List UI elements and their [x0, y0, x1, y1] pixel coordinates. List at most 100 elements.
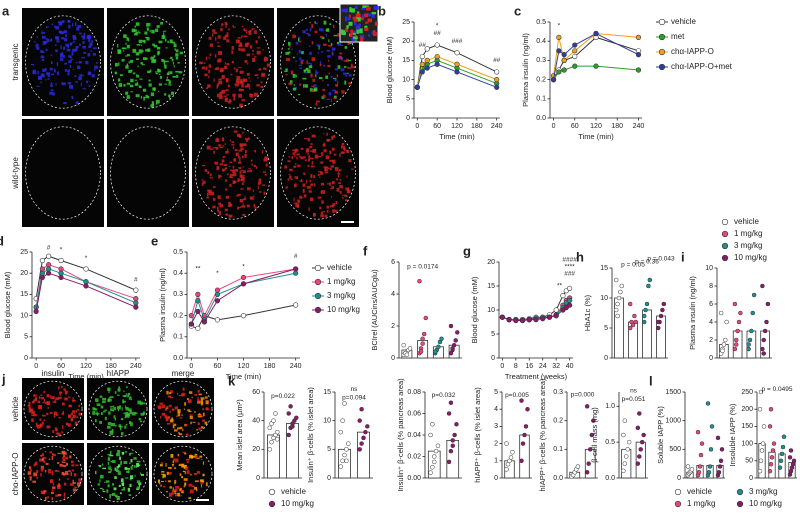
speckle	[173, 64, 175, 68]
speckle	[155, 99, 160, 104]
speckle	[344, 46, 348, 49]
data-dot	[452, 432, 457, 438]
y-tick-label: 50	[745, 458, 753, 465]
x-tick-label: 180	[264, 363, 276, 370]
speckle	[72, 410, 75, 413]
speckle	[242, 170, 246, 173]
speckle	[55, 83, 57, 86]
data-dot	[723, 337, 728, 343]
data-point	[513, 317, 519, 324]
speckle	[94, 419, 97, 423]
speckle	[296, 53, 298, 55]
speckle	[123, 461, 128, 465]
data-dot	[436, 344, 441, 350]
speckle	[311, 161, 314, 165]
speckle	[52, 430, 55, 433]
data-dot	[788, 448, 794, 453]
data-dot	[615, 301, 620, 307]
data-dot	[718, 458, 724, 464]
speckle	[38, 76, 42, 80]
speckle	[31, 410, 35, 415]
data-point	[214, 291, 221, 298]
speckle	[116, 496, 120, 498]
annotation: p=0.000	[571, 392, 595, 399]
data-dot	[453, 338, 458, 343]
speckle	[56, 485, 61, 489]
speckle	[238, 67, 242, 69]
speckle	[72, 68, 75, 70]
x-tick-label: 180	[611, 123, 623, 130]
speckle	[158, 73, 161, 75]
y-tick-label: 5	[406, 96, 410, 103]
data-point	[550, 76, 557, 83]
speckle	[204, 421, 208, 425]
speckle	[249, 93, 253, 95]
speckle	[141, 402, 146, 405]
speckle	[178, 432, 180, 434]
speckle	[258, 191, 262, 193]
speckle	[43, 460, 46, 464]
speckle	[212, 197, 216, 201]
speckle	[117, 43, 119, 48]
speckle	[347, 17, 351, 21]
speckle	[241, 174, 245, 178]
speckle	[288, 41, 291, 46]
speckle	[197, 414, 202, 417]
data-dot	[757, 406, 763, 412]
speckle	[118, 62, 120, 66]
speckle	[325, 166, 329, 169]
speckle	[165, 47, 168, 49]
speckle	[79, 74, 83, 77]
data-dot	[749, 328, 754, 334]
speckle	[43, 419, 46, 422]
speckle	[168, 84, 172, 86]
speckle	[338, 169, 342, 172]
panel-letter: l	[649, 373, 653, 388]
speckle	[309, 146, 313, 149]
panel-letter: c	[514, 3, 521, 18]
speckle	[231, 60, 234, 64]
data-dot	[622, 461, 628, 466]
speckle	[331, 186, 335, 189]
speckle	[198, 393, 202, 396]
speckle	[339, 179, 342, 181]
speckle	[241, 205, 246, 208]
speckle	[67, 55, 72, 58]
speckle	[76, 416, 79, 419]
data-dot	[637, 454, 642, 459]
speckle	[168, 471, 172, 475]
speckle	[82, 88, 87, 90]
speckle	[64, 390, 68, 394]
legend-label: 1 mg/kg	[734, 229, 762, 238]
speckle	[238, 47, 241, 51]
speckle	[182, 451, 187, 453]
speckle	[160, 484, 162, 487]
speckle	[62, 473, 66, 476]
speckle	[188, 391, 193, 394]
speckle	[306, 67, 309, 70]
speckle	[200, 402, 203, 406]
y-tick-label: 250	[741, 389, 753, 396]
speckle	[120, 432, 124, 436]
speckle	[251, 28, 253, 31]
speckle	[77, 65, 81, 69]
speckle	[318, 171, 323, 173]
speckle	[209, 53, 211, 57]
speckle	[50, 84, 53, 87]
y-tick-label: 10	[487, 307, 495, 314]
speckle	[56, 71, 59, 76]
speckle	[337, 42, 341, 46]
data-dot	[286, 432, 291, 438]
speckle	[150, 92, 155, 97]
series-line	[553, 32, 639, 80]
speckle	[232, 26, 237, 28]
speckle	[263, 67, 267, 70]
speckle	[367, 34, 371, 37]
speckle	[209, 177, 213, 179]
data-dot	[575, 464, 581, 469]
speckle	[65, 392, 68, 395]
data-point	[419, 69, 425, 75]
panel-letter: f	[363, 243, 368, 258]
series-line	[35, 272, 137, 312]
speckle	[105, 480, 110, 483]
